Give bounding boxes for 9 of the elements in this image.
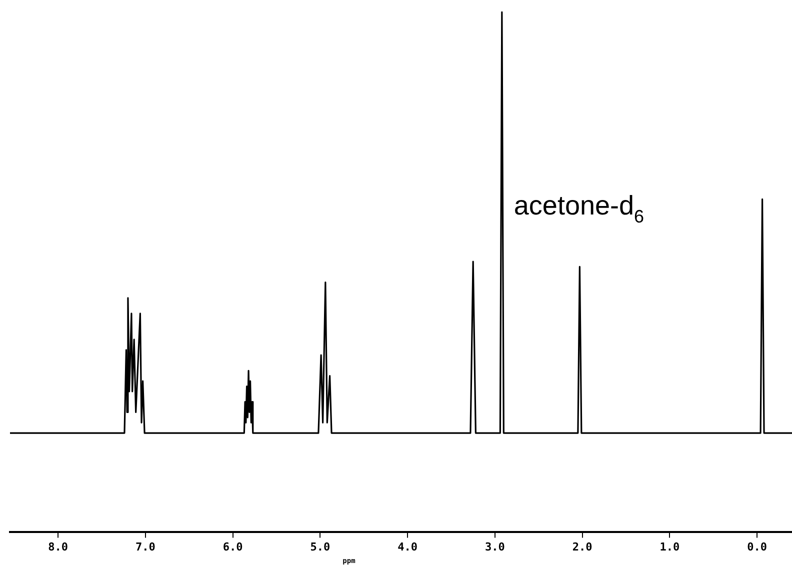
x-tick-label: 3.0 xyxy=(484,540,505,554)
x-tick-label: 2.0 xyxy=(572,540,592,554)
x-tick-label: 7.0 xyxy=(135,540,156,554)
x-tick-label: 5.0 xyxy=(310,540,330,554)
x-tick-label: 8.0 xyxy=(48,540,68,554)
x-tick-label: 0.0 xyxy=(747,540,767,554)
x-tick-label: 6.0 xyxy=(222,540,243,554)
x-tick-label: 4.0 xyxy=(398,540,418,554)
x-tick-label: 1.0 xyxy=(660,540,680,554)
